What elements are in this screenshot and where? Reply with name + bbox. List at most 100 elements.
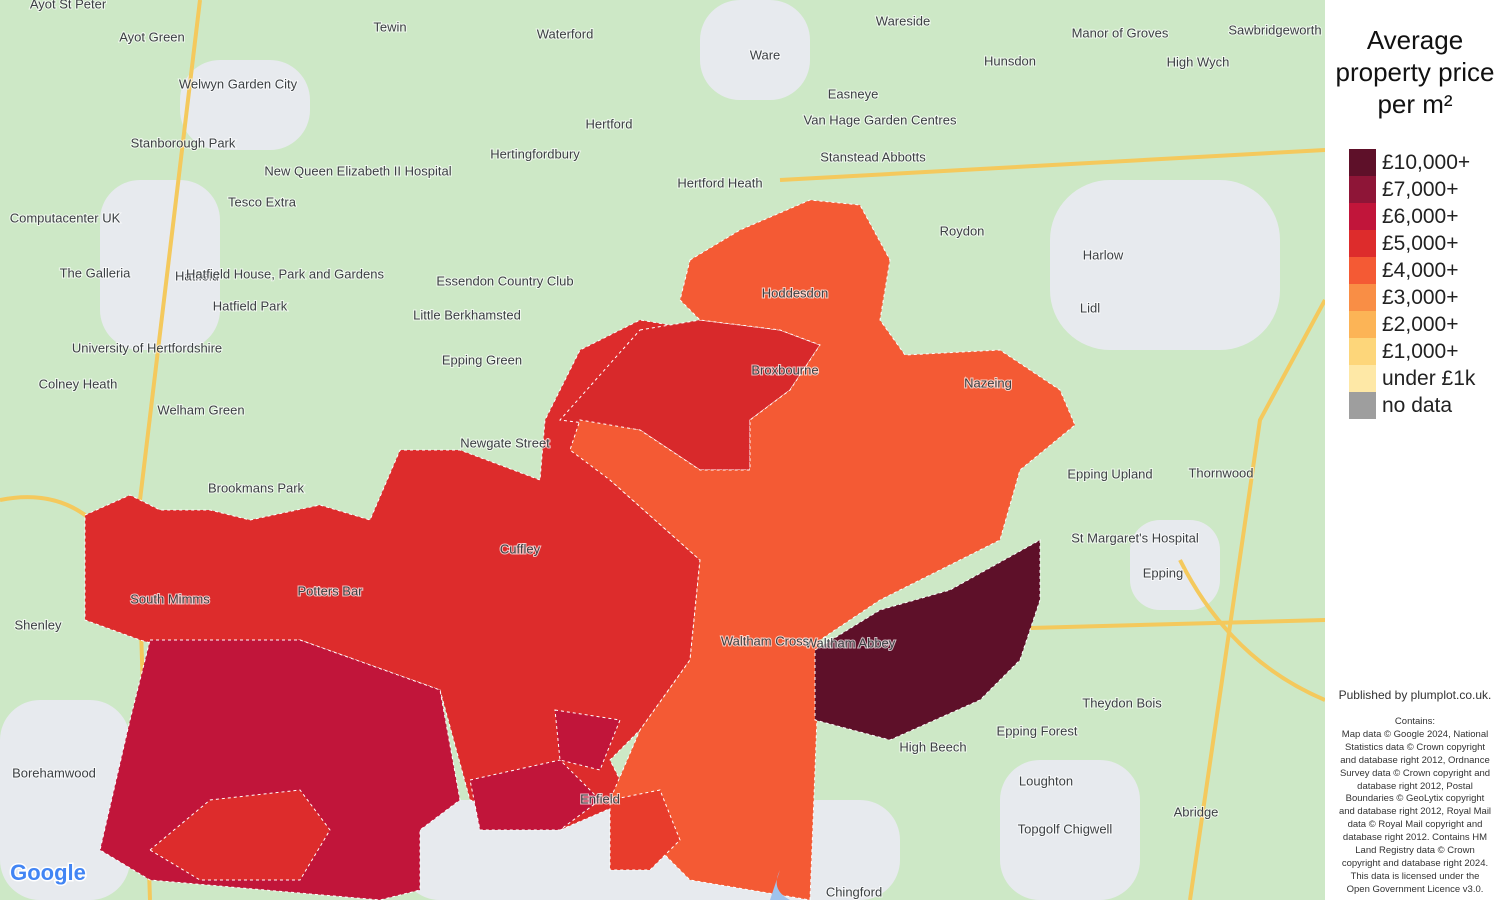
- legend-item: £3,000+: [1349, 284, 1459, 311]
- place-label: Van Hage Garden Centres: [804, 112, 957, 127]
- credit: Published by plumplot.co.uk.: [1338, 688, 1492, 702]
- place-label: Ayot St Peter: [30, 0, 107, 11]
- legend-item: £6,000+: [1349, 203, 1459, 230]
- attribution-line: Map data © Google 2024, National: [1341, 728, 1489, 740]
- place-label: Waltham Abbey: [805, 635, 896, 650]
- legend-item: £5,000+: [1349, 230, 1459, 257]
- place-label: Hatfield: [175, 268, 219, 283]
- legend-label: £10,000+: [1382, 150, 1471, 174]
- place-label: Hunsdon: [984, 53, 1036, 68]
- place-label: The Galleria: [60, 265, 132, 280]
- attribution-line: database right 2012. Contains HM: [1342, 832, 1488, 844]
- map: Ayot St Peter Tewin Waterford Ware Wareside H…: [0, 0, 1325, 900]
- roads: [0, 0, 1325, 900]
- place-label: Easneye: [828, 86, 879, 101]
- districts: [84, 199, 1076, 900]
- place-label: High Wych: [1167, 54, 1230, 69]
- legend-swatch: [1349, 257, 1376, 284]
- place-label: Stanstead Abbotts: [820, 149, 926, 164]
- legend-swatch: [1349, 365, 1376, 392]
- place-label: Topgolf Chigwell: [1018, 821, 1113, 836]
- place-label: Waltham Cross: [721, 633, 810, 648]
- attribution-line: Survey data © Crown copyright and: [1339, 767, 1491, 779]
- attribution: Contains: Map data © Google 2024, Nationa…: [1325, 716, 1505, 897]
- legend-swatch: [1349, 311, 1376, 338]
- place-label: Epping Green: [442, 352, 522, 367]
- place-label: Enfield: [580, 791, 620, 806]
- legend-swatch: [1349, 149, 1376, 176]
- legend-panel: Average property price per m² £10,000+ £7…: [1325, 0, 1505, 900]
- place-label: St Margaret's Hospital: [1071, 530, 1199, 545]
- place-label: Hertingfordbury: [490, 146, 580, 161]
- place-label: Epping Forest: [997, 723, 1078, 738]
- attribution-line: and database right 2012, Ordnance: [1340, 754, 1490, 766]
- place-label: New Queen Elizabeth II Hospital: [264, 163, 451, 178]
- place-label: Hertford: [586, 116, 633, 131]
- place-labels: Ayot St Peter Tewin Waterford Ware Wareside H…: [9, 0, 1323, 900]
- place-label: Abridge: [1174, 804, 1219, 819]
- legend-item: £2,000+: [1349, 311, 1459, 338]
- place-label: Hatfield House, Park and Gardens: [186, 266, 384, 281]
- legend-swatch: [1349, 392, 1376, 419]
- place-label: Ayot Green: [119, 29, 185, 44]
- place-label: Wareside: [876, 13, 930, 28]
- attribution-line: and database right 2012, Royal Mail: [1338, 806, 1492, 818]
- legend-label: under £1k: [1382, 366, 1476, 390]
- place-label: Hertford Heath: [677, 175, 762, 190]
- place-label: Thornwood: [1188, 465, 1253, 480]
- attribution-line: Land Registry data © Crown: [1355, 845, 1475, 857]
- legend-title: Average property price per m²: [1335, 25, 1495, 119]
- legend-item: no data: [1349, 392, 1452, 419]
- attribution-line: This data is licensed under the: [1350, 870, 1480, 882]
- legend-item: £4,000+: [1349, 257, 1459, 284]
- place-label: Tewin: [373, 19, 406, 34]
- place-label: Welwyn Garden City: [179, 76, 298, 91]
- legend-swatch: [1349, 338, 1376, 365]
- place-label: Potters Bar: [297, 583, 363, 598]
- legend-label: £1,000+: [1382, 339, 1459, 363]
- place-label: Waterford: [537, 26, 594, 41]
- place-label: Nazeing: [964, 375, 1012, 390]
- legend-swatch: [1349, 203, 1376, 230]
- place-label: University of Hertfordshire: [72, 340, 222, 355]
- legend-label: £3,000+: [1382, 285, 1459, 309]
- place-label: Tesco Extra: [228, 194, 297, 209]
- place-label: Brookmans Park: [208, 480, 305, 495]
- place-label: Computacenter UK: [10, 210, 121, 225]
- legend-label: £5,000+: [1382, 231, 1459, 255]
- place-label: High Beech: [899, 739, 966, 754]
- place-label: Hatfield Park: [213, 298, 288, 313]
- legend-swatch: [1349, 284, 1376, 311]
- legend-label: £6,000+: [1382, 204, 1459, 228]
- attribution-line: Boundaries © GeoLytix copyright: [1345, 793, 1485, 805]
- place-label: South Mimms: [130, 591, 210, 606]
- attribution-line: Statistics data © Crown copyright: [1344, 741, 1486, 753]
- reservoir: [770, 870, 790, 900]
- attribution-line: Open Government Licence v3.0.: [1346, 883, 1484, 895]
- legend-label: £2,000+: [1382, 312, 1459, 336]
- place-label: Essendon Country Club: [436, 273, 573, 288]
- place-label: Epping Upland: [1067, 466, 1152, 481]
- legend-item: £10,000+: [1349, 149, 1470, 176]
- place-label: Roydon: [940, 223, 985, 238]
- legend-item: under £1k: [1349, 365, 1475, 392]
- place-label: Welham Green: [157, 402, 244, 417]
- legend-swatch: [1349, 176, 1376, 203]
- place-label: Theydon Bois: [1082, 695, 1162, 710]
- legend-swatch: [1349, 230, 1376, 257]
- place-label: Shenley: [15, 617, 62, 632]
- place-label: Colney Heath: [39, 376, 118, 391]
- place-label: Ware: [750, 47, 781, 62]
- attribution-line: database right 2012, Postal: [1357, 780, 1473, 792]
- legend-label: no data: [1382, 393, 1453, 417]
- legend-label: £7,000+: [1382, 177, 1459, 201]
- attribution-line: data © Royal Mail copyright and: [1347, 819, 1483, 831]
- place-label: Hoddesdon: [762, 285, 829, 300]
- google-logo: Google: [10, 860, 86, 885]
- legend-item: £1,000+: [1349, 338, 1459, 365]
- place-label: Borehamwood: [12, 765, 96, 780]
- place-label: Epping: [1143, 565, 1183, 580]
- place-label: Manor of Groves: [1072, 25, 1169, 40]
- place-label: Sawbridgeworth: [1228, 22, 1321, 37]
